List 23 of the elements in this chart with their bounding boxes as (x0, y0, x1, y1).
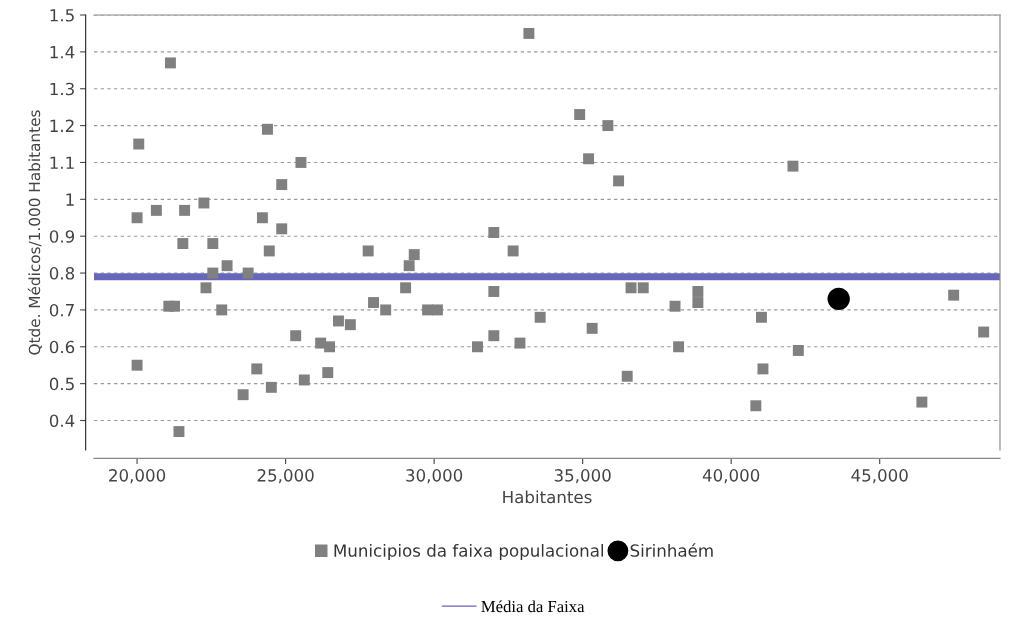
x-tick-label: 30,000 (406, 469, 463, 484)
y-tick-label: 0.8 (49, 267, 75, 280)
y-tick-label: 1.1 (50, 156, 74, 169)
x-tick-label: 35,000 (554, 469, 611, 484)
y-tick-label: 1.2 (50, 119, 74, 132)
x-tick-label: 40,000 (702, 469, 760, 484)
legend-label: Média da Faixa (481, 600, 585, 613)
x-tick-label: 25,000 (257, 469, 314, 484)
y-tick-label: 0.9 (49, 230, 75, 243)
legend-label: Sirinhaém (630, 543, 713, 557)
y-tick-label: 1 (66, 193, 74, 206)
y-tick-label: 0.7 (49, 303, 74, 317)
y-tick-label: 1.5 (50, 9, 74, 22)
x-tick-label: 45,000 (851, 469, 908, 484)
y-tick-label: 1.3 (50, 82, 74, 96)
x-axis-title: Habitantes (503, 490, 592, 504)
y-axis-title: Qtde. Médicos/1.000 Habitantes (27, 110, 42, 355)
y-tick-label: 0.5 (49, 377, 74, 391)
y-tick-label: 0.6 (49, 340, 75, 354)
y-tick-label: 0.4 (49, 414, 75, 428)
y-tick-label: 1.4 (50, 46, 75, 59)
x-tick-label: 20,000 (109, 469, 166, 484)
legend-label: Municipios da faixa populacional (334, 543, 603, 561)
